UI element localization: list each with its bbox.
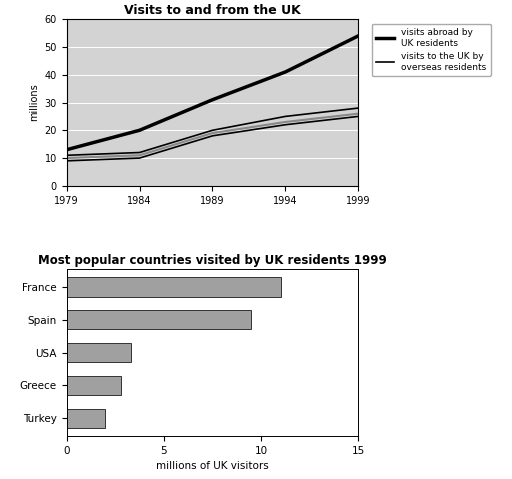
visits to the UK by
overseas residents — [137, 155, 143, 161]
visits abroad by
UK residents — [137, 127, 143, 133]
Bar — [67, 277, 281, 297]
Line: visits to the UK by
overseas residents: visits to the UK by overseas residents — [67, 116, 358, 161]
Bar — [67, 409, 105, 428]
Line: visits abroad by
UK residents: visits abroad by UK residents — [67, 36, 358, 150]
Legend: visits abroad by
UK residents, visits to the UK by
overseas residents: visits abroad by UK residents, visits to… — [372, 23, 491, 76]
visits abroad by
UK residents — [63, 147, 70, 153]
visits abroad by
UK residents — [355, 33, 361, 39]
Y-axis label: millions: millions — [29, 84, 39, 121]
Title: Most popular countries visited by UK residents 1999: Most popular countries visited by UK res… — [38, 254, 387, 267]
Bar — [67, 342, 131, 363]
visits abroad by
UK residents — [209, 97, 216, 103]
Bar — [67, 376, 121, 395]
visits to the UK by
overseas residents — [63, 158, 70, 164]
visits abroad by
UK residents — [282, 69, 288, 75]
Title: Visits to and from the UK: Visits to and from the UK — [124, 4, 301, 17]
visits to the UK by
overseas residents — [282, 122, 288, 127]
X-axis label: millions of UK visitors: millions of UK visitors — [156, 461, 269, 471]
visits to the UK by
overseas residents — [355, 114, 361, 119]
Bar — [67, 310, 251, 330]
visits to the UK by
overseas residents — [209, 133, 216, 139]
